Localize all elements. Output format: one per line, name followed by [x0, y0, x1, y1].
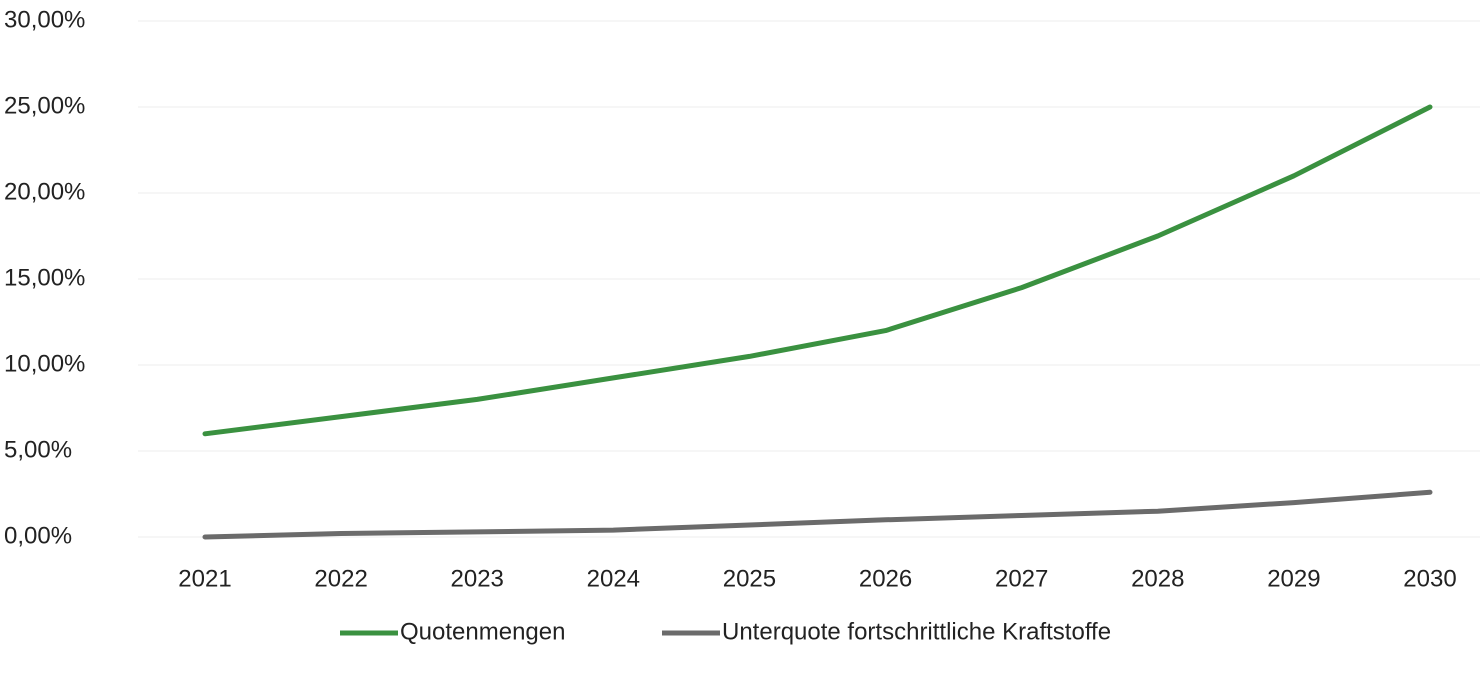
x-tick-label: 2021 [178, 565, 231, 592]
legend-label: Quotenmengen [400, 618, 565, 645]
series-line [202, 489, 1433, 540]
y-tick-label: 25,00% [4, 92, 85, 119]
x-tick-label: 2027 [995, 565, 1048, 592]
x-tick-label: 2030 [1403, 565, 1456, 592]
x-tick-label: 2026 [859, 565, 912, 592]
y-tick-label: 0,00% [4, 522, 72, 549]
x-tick-label: 2028 [1131, 565, 1184, 592]
y-tick-label: 5,00% [4, 436, 72, 463]
x-tick-label: 2029 [1267, 565, 1320, 592]
series-line [202, 104, 1433, 437]
x-tick-label: 2022 [314, 565, 367, 592]
y-tick-label: 15,00% [4, 264, 85, 291]
legend-label: Unterquote fortschrittliche Kraftstoffe [722, 618, 1111, 645]
x-tick-label: 2024 [587, 565, 640, 592]
y-tick-label: 20,00% [4, 178, 85, 205]
x-tick-label: 2023 [451, 565, 504, 592]
y-tick-label: 10,00% [4, 350, 85, 377]
y-tick-label: 30,00% [4, 6, 85, 33]
x-tick-label: 2025 [723, 565, 776, 592]
